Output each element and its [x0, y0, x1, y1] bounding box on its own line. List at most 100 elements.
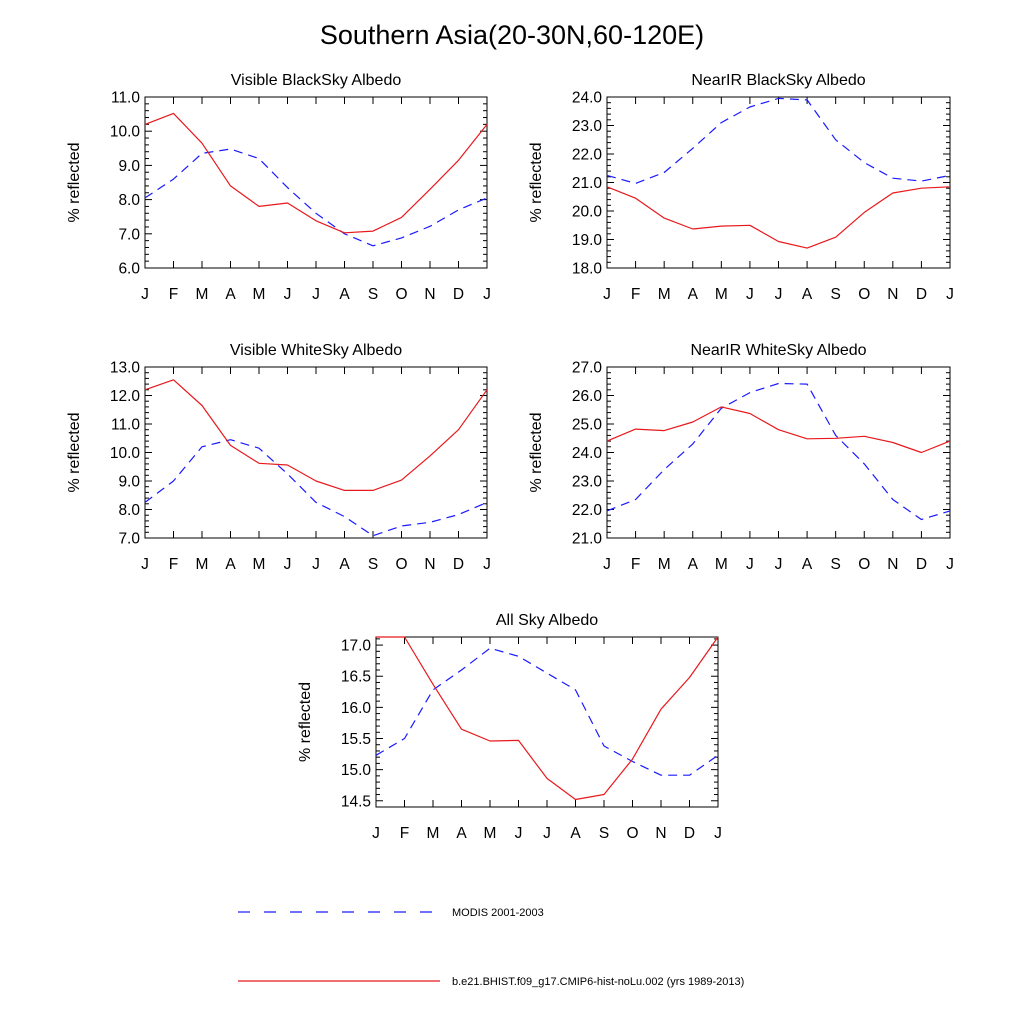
chart-visible-whitesky-albedo-title: Visible WhiteSky Albedo: [230, 342, 402, 359]
chart-nearir-blacksky-albedo-xtick-label: M: [658, 286, 671, 303]
chart-nearir-whitesky-albedo-ytick-label: 24.0: [572, 445, 603, 462]
chart-visible-blacksky-albedo-xtick-label: S: [368, 286, 378, 303]
chart-nearir-whitesky-albedo-xtick-label: S: [830, 556, 840, 573]
chart-all-sky-albedo-xtick-label: J: [372, 825, 380, 842]
chart-nearir-blacksky-albedo-ytick-label: 21.0: [572, 175, 603, 192]
chart-nearir-whitesky-albedo-ytick-label: 21.0: [572, 531, 603, 548]
chart-visible-blacksky-albedo-series-model: [144, 112, 488, 234]
chart-visible-whitesky-albedo-xtick-label: O: [395, 556, 407, 573]
chart-nearir-whitesky-albedo-frame: [606, 366, 951, 539]
chart-nearir-blacksky-albedo-title: NearIR BlackSky Albedo: [691, 72, 865, 89]
chart-visible-whitesky-albedo-xtick-label: M: [196, 556, 209, 573]
chart-nearir-blacksky-albedo-xtick-label: J: [946, 286, 954, 303]
chart-visible-whitesky-albedo-xtick-label: J: [284, 556, 292, 573]
chart-visible-whitesky-albedo-xtick-label: F: [169, 556, 178, 573]
chart-visible-blacksky-albedo: Visible BlackSky Albedo % reflected 6.0 7.0…: [66, 72, 491, 303]
chart-nearir-whitesky-albedo-series-model: [606, 406, 951, 454]
chart-nearir-blacksky-albedo-series-model: [606, 186, 951, 249]
chart-nearir-whitesky-albedo-title: NearIR WhiteSky Albedo: [690, 342, 866, 359]
chart-visible-blacksky-albedo-xtick-label: J: [312, 286, 320, 303]
chart-visible-whitesky-albedo-xtick-label: A: [225, 556, 236, 573]
chart-nearir-whitesky-albedo-xtick-label: O: [858, 556, 870, 573]
legend: MODIS 2001-2003 b.e21.BHIST.f09_g17.CMIP…: [238, 907, 744, 988]
chart-nearir-blacksky-albedo-ytick-label: 24.0: [572, 90, 603, 107]
chart-visible-blacksky-albedo-xtick-label: M: [196, 286, 209, 303]
chart-all-sky-albedo-ylabel: % reflected: [297, 682, 314, 762]
chart-all-sky-albedo-frame: [375, 636, 719, 808]
chart-nearir-whitesky-albedo-series-modis: [606, 382, 951, 521]
chart-all-sky-albedo-xtick-label: J: [515, 825, 523, 842]
chart-nearir-blacksky-albedo-xtick-label: S: [830, 286, 840, 303]
chart-all-sky-albedo-series-modis: [375, 647, 719, 776]
chart-nearir-whitesky-albedo-ytick-label: 27.0: [572, 360, 603, 377]
chart-nearir-blacksky-albedo-xtick-label: J: [775, 286, 783, 303]
chart-nearir-whitesky-albedo-ytick-label: 23.0: [572, 474, 603, 491]
chart-nearir-blacksky-albedo-xtick-label: J: [746, 286, 754, 303]
chart-visible-whitesky-albedo-xtick-label: S: [368, 556, 378, 573]
chart-nearir-whitesky-albedo-xtick-label: M: [715, 556, 728, 573]
chart-visible-blacksky-albedo-xtick-label: A: [225, 286, 236, 303]
chart-visible-blacksky-albedo-xtick-label: M: [253, 286, 266, 303]
chart-visible-whitesky-albedo-xtick-label: N: [424, 556, 435, 573]
chart-visible-whitesky-albedo-ytick-label: 13.0: [110, 360, 141, 377]
chart-visible-blacksky-albedo-ytick-label: 8.0: [118, 192, 140, 209]
chart-visible-whitesky-albedo-ytick-label: 10.0: [110, 445, 141, 462]
chart-visible-whitesky-albedo-ytick-label: 7.0: [118, 531, 140, 548]
chart-all-sky-albedo-xtick-label: A: [570, 825, 581, 842]
chart-visible-blacksky-albedo-xtick-label: J: [483, 286, 491, 303]
chart-visible-blacksky-albedo-title: Visible BlackSky Albedo: [231, 72, 402, 89]
chart-nearir-whitesky-albedo-xtick-label: D: [916, 556, 927, 573]
chart-visible-whitesky-albedo-xtick-label: D: [453, 556, 464, 573]
chart-nearir-whitesky-albedo-xtick-label: A: [802, 556, 813, 573]
chart-nearir-whitesky-albedo-ytick-label: 25.0: [572, 417, 603, 434]
chart-all-sky-albedo-xtick-label: M: [427, 825, 440, 842]
chart-visible-whitesky-albedo-xtick-label: M: [253, 556, 266, 573]
chart-nearir-blacksky-albedo-series-modis: [606, 97, 951, 184]
chart-nearir-whitesky-albedo-xtick-label: J: [603, 556, 611, 573]
chart-nearir-whitesky-albedo-xtick-label: J: [775, 556, 783, 573]
chart-nearir-blacksky-albedo-ytick-label: 19.0: [572, 232, 603, 249]
chart-all-sky-albedo-ytick-label: 14.5: [341, 793, 371, 810]
legend-label-modis: MODIS 2001-2003: [452, 907, 544, 919]
chart-all-sky-albedo-xtick-label: M: [484, 825, 497, 842]
chart-all-sky-albedo-xtick-label: J: [543, 825, 551, 842]
chart-visible-whitesky-albedo-ytick-label: 11.0: [111, 417, 140, 434]
chart-all-sky-albedo-title: All Sky Albedo: [496, 612, 598, 629]
chart-nearir-whitesky-albedo-xtick-label: J: [946, 556, 954, 573]
chart-nearir-blacksky-albedo-ytick-label: 23.0: [572, 118, 603, 135]
chart-nearir-whitesky-albedo-xtick-label: A: [688, 556, 699, 573]
chart-all-sky-albedo-xtick-label: F: [400, 825, 409, 842]
chart-visible-whitesky-albedo-ytick-label: 12.0: [110, 388, 141, 405]
chart-nearir-whitesky-albedo-xtick-label: J: [746, 556, 754, 573]
chart-all-sky-albedo-ytick-label: 17.0: [341, 638, 372, 655]
chart-visible-whitesky-albedo-ylabel: % reflected: [66, 412, 83, 492]
chart-nearir-blacksky-albedo-ytick-label: 22.0: [572, 147, 603, 164]
chart-visible-blacksky-albedo-series-modis: [144, 148, 488, 247]
chart-nearir-blacksky-albedo-xtick-label: M: [715, 286, 728, 303]
chart-nearir-blacksky-albedo-xtick-label: N: [887, 286, 898, 303]
chart-visible-blacksky-albedo-xtick-label: N: [424, 286, 435, 303]
chart-nearir-blacksky-albedo: NearIR BlackSky Albedo % reflected 18.0 19.…: [528, 72, 954, 303]
chart-visible-whitesky-albedo-series-modis: [144, 439, 488, 537]
chart-visible-blacksky-albedo-ytick-label: 9.0: [118, 158, 140, 175]
chart-visible-blacksky-albedo-xtick-label: D: [453, 286, 464, 303]
chart-visible-blacksky-albedo-frame: [144, 96, 488, 269]
chart-visible-blacksky-albedo-xtick-label: J: [141, 286, 149, 303]
chart-all-sky-albedo: All Sky Albedo % reflected 14.5 15.0 15.5 16.…: [297, 612, 722, 842]
chart-nearir-whitesky-albedo: NearIR WhiteSky Albedo % reflected 21.0 22.…: [528, 342, 954, 573]
chart-visible-whitesky-albedo-frame: [144, 366, 488, 539]
legend-label-model: b.e21.BHIST.f09_g17.CMIP6-hist-noLu.002 …: [452, 976, 744, 988]
chart-visible-whitesky-albedo-xtick-label: J: [141, 556, 149, 573]
chart-nearir-blacksky-albedo-xtick-label: F: [631, 286, 640, 303]
chart-all-sky-albedo-ytick-label: 15.5: [341, 731, 371, 748]
chart-nearir-blacksky-albedo-xtick-label: O: [858, 286, 870, 303]
chart-nearir-blacksky-albedo-frame: [606, 96, 951, 269]
chart-visible-blacksky-albedo-xtick-label: F: [169, 286, 178, 303]
chart-all-sky-albedo-ytick-label: 16.5: [341, 669, 371, 686]
chart-all-sky-albedo-ytick-label: 15.0: [341, 762, 372, 779]
chart-visible-blacksky-albedo-xtick-label: J: [284, 286, 292, 303]
chart-visible-whitesky-albedo-series-model: [144, 379, 488, 491]
chart-nearir-whitesky-albedo-ytick-label: 26.0: [572, 388, 603, 405]
chart-all-sky-albedo-xtick-label: D: [684, 825, 695, 842]
